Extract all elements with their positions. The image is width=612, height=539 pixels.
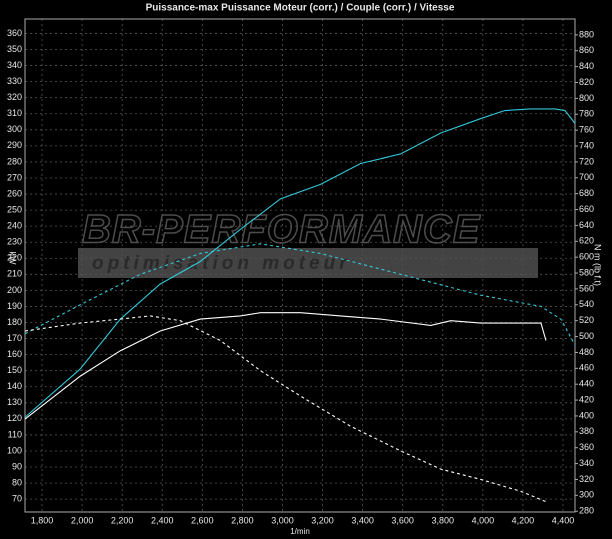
- y2-tick-label: 640: [579, 220, 594, 230]
- y2-tick-label: 860: [579, 45, 594, 55]
- y-tick-label: 220: [7, 253, 22, 263]
- y2-axis-label: N m (lb f.t): [593, 244, 603, 286]
- y-tick-label: 350: [7, 44, 22, 54]
- y2-tick-label: 480: [579, 347, 594, 357]
- x-tick-label: 4,200: [512, 515, 535, 525]
- y-tick-label: 260: [7, 188, 22, 198]
- y-tick-label: 150: [7, 365, 22, 375]
- data-line: [24, 312, 547, 420]
- x-tick-label: 3,400: [351, 515, 374, 525]
- y-tick-label: 300: [7, 124, 22, 134]
- y2-tick-label: 400: [579, 410, 594, 420]
- y-tick-label: 230: [7, 237, 22, 247]
- x-tick-label: 4,400: [552, 515, 575, 525]
- y2-tick-label: 760: [579, 125, 594, 135]
- y-tick-label: 210: [7, 269, 22, 279]
- y2-tick-label: 320: [579, 474, 594, 484]
- y2-tick-label: 700: [579, 172, 594, 182]
- y-tick-label: 190: [7, 301, 22, 311]
- x-tick-label: 4,000: [472, 515, 495, 525]
- x-tick-label: 2,800: [231, 515, 254, 525]
- y2-tick-label: 740: [579, 140, 594, 150]
- y2-tick-label: 820: [579, 77, 594, 87]
- y2-tick-label: 780: [579, 109, 594, 119]
- y-tick-label: 340: [7, 60, 22, 70]
- x-tick-label: 1,800: [31, 515, 54, 525]
- watermark: BR-PERFORMANCE optimisation moteur: [78, 207, 538, 278]
- x-tick-label: 2,200: [111, 515, 134, 525]
- y-tick-label: 100: [7, 445, 22, 455]
- y2-tick-label: 660: [579, 204, 594, 214]
- y-tick-label: 130: [7, 397, 22, 407]
- y-tick-label: 160: [7, 349, 22, 359]
- chart-title: Puissance-max Puissance Moteur (corr.) /…: [146, 3, 455, 14]
- y-tick-label: 310: [7, 108, 22, 118]
- y-tick-label: 250: [7, 204, 22, 214]
- y-tick-label: 280: [7, 156, 22, 166]
- y2-tick-label: 580: [579, 267, 594, 277]
- y2-tick-label: 460: [579, 363, 594, 373]
- y-tick-label: 90: [12, 461, 22, 471]
- y-tick-label: 290: [7, 140, 22, 150]
- x-tick-label: 3,200: [311, 515, 334, 525]
- y-tick-label: 270: [7, 172, 22, 182]
- x-tick-label: 2,600: [191, 515, 214, 525]
- y2-tick-label: 840: [579, 61, 594, 71]
- y-tick-label: 120: [7, 413, 22, 423]
- y-tick-label: 180: [7, 317, 22, 327]
- y2-tick-label: 560: [579, 283, 594, 293]
- y2-tick-label: 620: [579, 236, 594, 246]
- y2-tick-label: 500: [579, 331, 594, 341]
- y2-tick-label: 520: [579, 315, 594, 325]
- y2-tick-label: 600: [579, 252, 594, 262]
- y2-tick-label: 680: [579, 188, 594, 198]
- y-tick-label: 360: [7, 28, 22, 38]
- y2-tick-label: 420: [579, 394, 594, 404]
- watermark-band: [78, 248, 538, 278]
- y2-tick-label: 440: [579, 379, 594, 389]
- y2-tick-label: 300: [579, 490, 594, 500]
- x-axis-label: 1/min: [290, 527, 310, 536]
- y-tick-label: 140: [7, 381, 22, 391]
- y2-tick-label: 280: [579, 506, 594, 516]
- y2-tick-label: 340: [579, 458, 594, 468]
- x-tick-label: 3,600: [391, 515, 414, 525]
- y2-tick-label: 880: [579, 29, 594, 39]
- data-line: [24, 108, 576, 418]
- x-tick-label: 3,000: [271, 515, 294, 525]
- y2-tick-label: 540: [579, 299, 594, 309]
- x-tick-label: 3,800: [431, 515, 454, 525]
- y-tick-label: 170: [7, 333, 22, 343]
- x-tick-label: 2,000: [71, 515, 94, 525]
- y-tick-label: 70: [12, 494, 22, 504]
- y2-tick-label: 720: [579, 156, 594, 166]
- y-tick-label: 240: [7, 221, 22, 231]
- y2-tick-label: 380: [579, 426, 594, 436]
- y2-tick-label: 360: [579, 442, 594, 452]
- y-tick-label: 320: [7, 92, 22, 102]
- watermark-title: BR-PERFORMANCE: [82, 208, 481, 252]
- x-tick-label: 2,400: [151, 515, 174, 525]
- y2-tick-label: 800: [579, 93, 594, 103]
- y-tick-label: 200: [7, 285, 22, 295]
- y-tick-label: 330: [7, 76, 22, 86]
- y-tick-label: 80: [12, 477, 22, 487]
- watermark-subtitle: optimisation moteur: [92, 253, 351, 274]
- y-tick-label: 110: [8, 429, 22, 439]
- plot-frame: [24, 18, 576, 513]
- y-axis-label: kW: [8, 252, 18, 266]
